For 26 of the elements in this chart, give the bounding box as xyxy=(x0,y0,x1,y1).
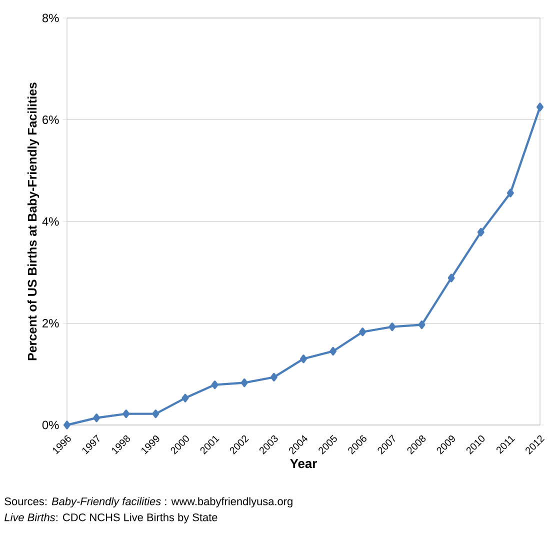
point xyxy=(388,322,396,332)
x-axis-title: Year xyxy=(290,459,317,468)
y-tick-label: 8% xyxy=(42,14,59,22)
y-tick-label: 2% xyxy=(42,319,59,328)
point xyxy=(506,188,514,198)
point xyxy=(122,410,130,418)
point xyxy=(93,414,100,422)
point xyxy=(300,354,307,364)
y-axis-title: Percent of US Births at Baby-Friendly Facilities xyxy=(27,82,40,360)
point xyxy=(211,380,218,390)
y-tick-label: 0% xyxy=(42,420,59,430)
point xyxy=(152,410,160,418)
point xyxy=(64,420,70,430)
point xyxy=(240,378,248,388)
point xyxy=(418,320,426,330)
point xyxy=(477,228,484,236)
y-tick-label: 6% xyxy=(42,116,59,124)
point xyxy=(182,394,189,402)
y-tick-label: 4% xyxy=(42,217,59,226)
point xyxy=(448,274,455,282)
point xyxy=(330,346,337,356)
source-note: Sources: Baby-Friendly facilities : www.babyfriendlyusa.org xyxy=(4,497,292,508)
point xyxy=(270,372,278,382)
point xyxy=(359,328,366,336)
text: Live Births: CDC NCHS Live Births by State xyxy=(4,513,218,524)
point xyxy=(536,102,544,112)
